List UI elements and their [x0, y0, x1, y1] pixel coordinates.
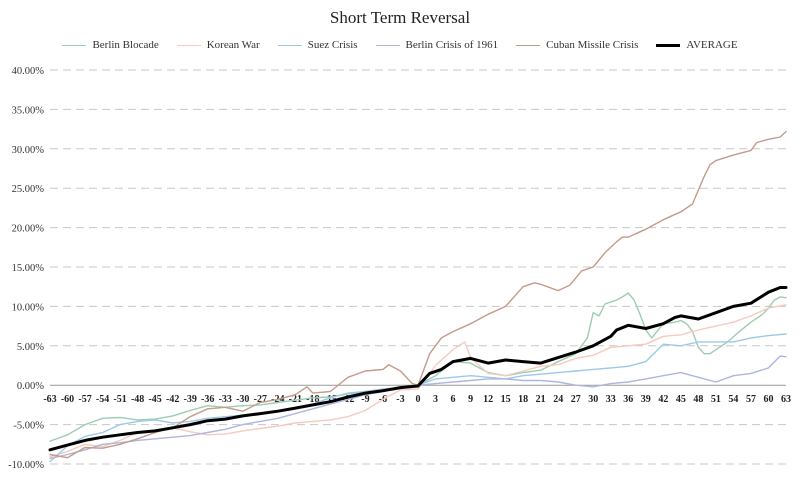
x-tick-label: 36 [623, 394, 633, 405]
x-tick-label: -15 [324, 394, 337, 405]
legend-label: Korean War [206, 39, 260, 51]
x-tick-label: 42 [658, 394, 668, 405]
x-tick-label: 27 [571, 394, 581, 405]
x-tick-label: 48 [693, 394, 703, 405]
series-line [49, 130, 787, 459]
x-tick-label: 45 [676, 394, 686, 405]
x-tick-label: 0 [416, 394, 421, 405]
x-tick-label: -30 [236, 394, 249, 405]
series-line [49, 355, 787, 460]
legend-item: Berlin Crisis of 1961 [375, 39, 499, 51]
y-tick-label: 20.00% [12, 224, 45, 235]
x-tick-label: 6 [451, 394, 456, 405]
y-tick-label: -5.00% [13, 421, 44, 432]
legend-swatch [375, 44, 400, 46]
y-tick-label: 25.00% [12, 184, 45, 195]
x-tick-label: -48 [131, 394, 144, 405]
y-tick-label: 40.00% [12, 66, 45, 77]
x-tick-label: 24 [553, 394, 563, 405]
y-tick-label: 30.00% [12, 145, 45, 156]
x-tick-label: -39 [184, 394, 197, 405]
x-tick-label: 9 [468, 394, 473, 405]
legend-item: Berlin Blocade [62, 39, 159, 51]
x-tick-label: 54 [728, 394, 738, 405]
legend-item: Korean War [176, 39, 260, 51]
x-tick-label: 18 [518, 394, 528, 405]
legend-label: Berlin Blocade [92, 39, 159, 51]
legend-swatch [277, 44, 302, 46]
x-tick-label: -27 [254, 394, 267, 405]
x-tick-label: 39 [641, 394, 651, 405]
x-tick-label: 57 [746, 394, 756, 405]
series-line [49, 304, 787, 458]
x-tick-label: 3 [433, 394, 438, 405]
chart-title: Short Term Reversal [329, 8, 471, 27]
x-tick-label: -63 [43, 394, 56, 405]
series-line [48, 286, 788, 452]
legend-swatch [516, 44, 541, 46]
x-tick-label: -60 [61, 394, 74, 405]
legend-label: AVERAGE [686, 39, 738, 51]
x-tick-label: 63 [781, 394, 791, 405]
x-tick-label: 15 [501, 394, 511, 405]
x-tick-label: -45 [148, 394, 161, 405]
y-tick-label: 0.00% [17, 381, 44, 392]
x-tick-label: -18 [306, 394, 319, 405]
legend-swatch [176, 44, 201, 46]
legend-swatch [656, 43, 681, 47]
legend-item: Cuban Missile Crisis [516, 39, 638, 51]
series-line [49, 292, 787, 442]
legend-label: Berlin Crisis of 1961 [405, 39, 499, 51]
x-tick-label: -3 [396, 394, 404, 405]
x-tick-label: -51 [113, 394, 126, 405]
x-tick-label: 12 [483, 394, 493, 405]
x-tick-label: 51 [711, 394, 721, 405]
y-tick-label: 35.00% [12, 105, 45, 116]
x-tick-label: 21 [536, 394, 546, 405]
x-tick-label: -54 [96, 394, 109, 405]
y-tick-label: 15.00% [12, 263, 45, 274]
x-tick-label: 33 [606, 394, 616, 405]
x-tick-label: -9 [361, 394, 369, 405]
legend: Berlin Blocade Korean War Suez Crisis Berli… [0, 39, 800, 51]
legend-item: AVERAGE [656, 39, 738, 51]
legend-item: Suez Crisis [277, 39, 358, 51]
x-tick-label: -57 [78, 394, 91, 405]
legend-label: Suez Crisis [307, 39, 358, 51]
x-tick-label: 30 [588, 394, 598, 405]
x-tick-label: -36 [201, 394, 214, 405]
x-tick-label: -42 [166, 394, 179, 405]
y-tick-label: 10.00% [12, 302, 45, 313]
x-tick-label: 60 [763, 394, 773, 405]
y-tick-label: -10.00% [8, 460, 44, 471]
legend-label: Cuban Missile Crisis [546, 39, 639, 51]
y-tick-label: 5.00% [17, 342, 44, 353]
x-tick-label: -33 [219, 394, 232, 405]
legend-swatch [62, 44, 87, 46]
